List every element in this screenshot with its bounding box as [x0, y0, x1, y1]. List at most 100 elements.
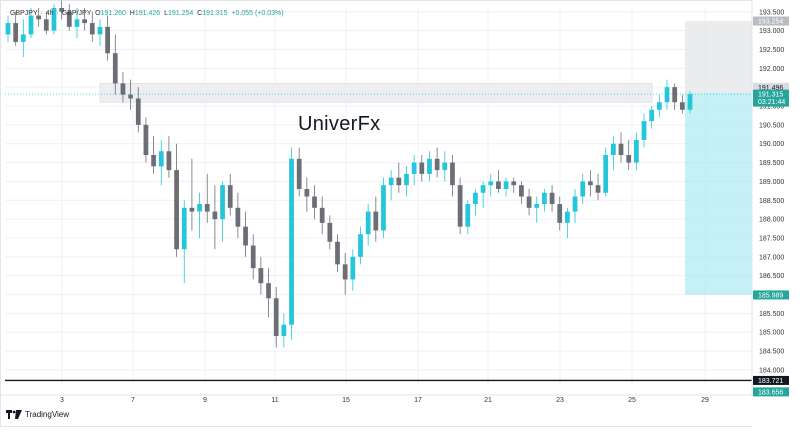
candle-body [266, 283, 271, 299]
legend-close: 191.315 [202, 10, 228, 17]
legend-high: 191.426 [134, 10, 161, 17]
candle-body [66, 11, 72, 27]
candle-body [135, 98, 141, 125]
candle-body [220, 185, 225, 220]
candle-body [687, 94, 693, 110]
candle-body [373, 211, 379, 231]
price-label: 193.254 [758, 19, 783, 26]
price-label: 191.496 [758, 85, 783, 92]
candle-body [679, 102, 685, 110]
y-tick-label: 188.000 [759, 217, 784, 224]
tradingview-logo[interactable]: TradingView [6, 410, 69, 419]
candle-body [250, 245, 256, 269]
tradingview-icon [6, 410, 22, 419]
watermark-text: UniverFx [298, 113, 381, 135]
candle-body [595, 185, 601, 193]
candle-body [488, 181, 494, 186]
candle-body [419, 162, 425, 174]
candle-body [342, 264, 348, 280]
candle-body [112, 53, 118, 84]
candle-body [572, 196, 578, 212]
x-tick-label: 11 [271, 397, 278, 404]
candle-body [534, 204, 540, 208]
candle-body [496, 181, 501, 189]
resistance-zone [99, 83, 653, 103]
candle-body [588, 181, 593, 186]
candle-body [480, 185, 486, 193]
y-tick-label: 190.500 [759, 122, 784, 129]
candle-body [51, 8, 57, 31]
candle-body [204, 204, 210, 212]
candle-body [580, 181, 586, 197]
candle-body [189, 207, 195, 212]
candle-body [82, 19, 88, 24]
x-tick-label: 29 [701, 397, 709, 404]
price-label-bg [753, 16, 789, 26]
candle-body [626, 155, 632, 163]
price-label: 183.656 [758, 389, 783, 396]
x-tick-label: 9 [203, 397, 207, 404]
candle-body [312, 196, 317, 208]
y-tick-label: 193.000 [759, 28, 784, 35]
countdown-label: 03:21:44 [758, 99, 785, 106]
candle-body [158, 151, 164, 167]
legend-open: 191.260 [100, 10, 126, 17]
candle-body [43, 19, 49, 31]
candle-body [350, 256, 356, 280]
candle-body [549, 192, 555, 205]
price-label-bg [753, 290, 789, 300]
candle-body [672, 87, 678, 103]
candle-body [151, 155, 156, 167]
y-tick-label: 184.500 [759, 349, 784, 356]
candle-body [166, 151, 172, 171]
price-axis [752, 0, 800, 427]
candle-body [20, 34, 26, 42]
candle-body [281, 324, 287, 336]
legend-symbol: GBPJPY [10, 10, 38, 17]
candle-body [273, 298, 279, 336]
candle-body [327, 222, 333, 242]
legend-high-label: H [129, 10, 135, 17]
y-tick-label: 191.000 [759, 104, 784, 111]
legend-interval: 4h [45, 10, 54, 17]
candle-body [289, 158, 294, 325]
candle-body [542, 192, 547, 205]
legend-low: 191.254 [167, 10, 194, 17]
candle-body [404, 173, 409, 186]
stop-loss-zone [685, 21, 752, 93]
price-label: 183.721 [758, 378, 783, 385]
candle-body [396, 177, 402, 186]
candle-body [227, 185, 233, 208]
legend-low-label: L [164, 10, 168, 17]
legend-open-label: O [95, 10, 101, 17]
candle-body [603, 155, 609, 193]
y-tick-label: 188.500 [759, 198, 784, 205]
y-tick-label: 189.000 [759, 179, 784, 186]
candle-body [641, 121, 647, 140]
y-tick-label: 192.500 [759, 47, 784, 54]
candle-body [319, 207, 325, 223]
y-tick-label: 187.000 [759, 254, 784, 261]
candle-body [358, 234, 363, 257]
candle-body [557, 204, 563, 223]
price-label-bg [753, 82, 789, 92]
candle-body [519, 185, 524, 197]
x-tick-label: 23 [556, 397, 564, 404]
candle-body [296, 158, 302, 189]
candle-body [59, 8, 65, 12]
candle-body [649, 109, 655, 122]
candle-body [89, 23, 95, 35]
candle-body [503, 181, 509, 189]
candle-body [36, 15, 42, 20]
y-tick-label: 185.500 [759, 311, 784, 318]
candle-body [465, 204, 471, 227]
y-tick-label: 185.000 [759, 330, 784, 337]
price-label-bg [753, 375, 789, 385]
candle-body [5, 23, 11, 35]
candle-body [120, 83, 126, 95]
y-tick-label: 184.000 [759, 367, 784, 374]
candle-body [235, 207, 241, 227]
candle-body [212, 211, 218, 220]
